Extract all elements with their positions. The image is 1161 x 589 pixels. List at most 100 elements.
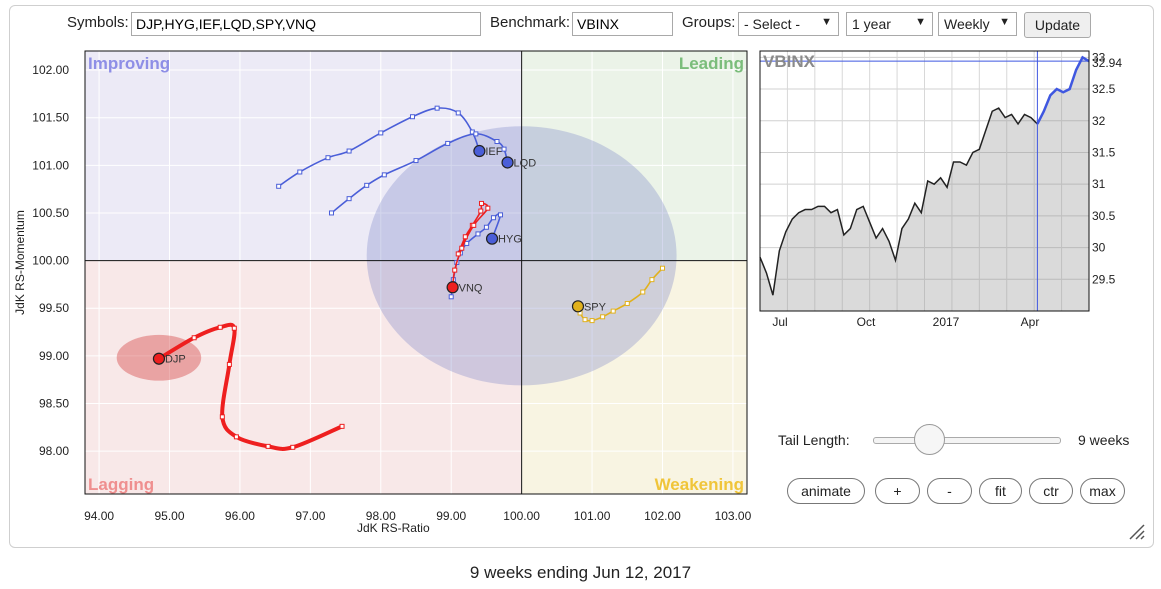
frequency-select[interactable]: Weekly ▼ [938, 12, 1017, 36]
hyg-head-point [485, 232, 499, 245]
zoom-in-button[interactable]: + [875, 478, 920, 504]
lqd-symbol-label: LQD [514, 157, 537, 169]
djp-symbol-label: DJP [165, 354, 186, 366]
vnq-tail-point [478, 208, 484, 214]
vnq-tail-point [459, 245, 465, 251]
lqd-head-point [501, 156, 514, 169]
ief-head-point [473, 144, 486, 158]
benchmark-y-tick-label: 29.5 [1092, 272, 1116, 286]
x-tick-label: 102.00 [644, 509, 681, 523]
benchmark-y-tick-label: 30 [1092, 241, 1106, 255]
benchmark-y-tick-label: 32 [1092, 114, 1106, 128]
lqd-tail-point [381, 172, 387, 178]
benchmark-y-tick-label: 30.5 [1092, 209, 1116, 223]
ief-tail-point [455, 110, 461, 116]
djp-tail-point [290, 444, 296, 450]
benchmark-x-tick-label: 2017 [933, 315, 960, 329]
djp-tail-point [339, 423, 345, 429]
vnq-tail-point [485, 205, 491, 211]
benchmark-price-line [759, 107, 1038, 296]
lqd-tail-point [501, 146, 507, 152]
spy-tail-point [640, 289, 646, 295]
max-button[interactable]: max [1080, 478, 1125, 504]
update-button[interactable]: Update [1024, 12, 1091, 38]
djp-tail-point [217, 324, 223, 330]
tail-length-label: Tail Length: [778, 432, 850, 448]
hyg-tail-point [448, 294, 454, 300]
djp-tail-point [265, 443, 271, 449]
leading-quadrant [521, 51, 747, 261]
djp-head-point [152, 352, 166, 365]
center-button[interactable]: ctr [1029, 478, 1073, 504]
benchmark-y-tick-label: 32.5 [1092, 82, 1116, 96]
spy-symbol-label: SPY [584, 301, 607, 313]
period-select[interactable]: 1 year ▼ [846, 12, 933, 36]
djp-tail-point [231, 325, 237, 331]
x-tick-label: 96.00 [225, 509, 255, 523]
djp-tail-line [157, 322, 343, 451]
djp-tail-point [219, 414, 225, 420]
hyg-tail-point [490, 215, 496, 221]
vnq-symbol-label: VNQ [459, 282, 483, 294]
y-tick-label: 99.50 [39, 301, 69, 315]
x-tick-label: 94.00 [84, 509, 114, 523]
x-tick-label: 98.00 [366, 509, 396, 523]
spy-tail-point [582, 317, 588, 323]
benchmark-x-tick-label: Apr [1021, 315, 1040, 329]
period-select-value: 1 year [852, 16, 891, 32]
quadrant-label-improving: Improving [88, 54, 170, 73]
djp-tail-point [233, 434, 239, 440]
spy-tail-point [659, 265, 665, 271]
x-tick-label: 97.00 [295, 509, 325, 523]
benchmark-area [760, 57, 1089, 312]
lqd-tail-line [330, 133, 509, 214]
benchmark-y-tick-label: 33 [1092, 50, 1106, 64]
benchmark-label: Benchmark: [490, 14, 571, 31]
animate-button[interactable]: animate [787, 478, 865, 504]
benchmark-x-tick-label: Oct [857, 315, 876, 329]
y-axis-title: JdK RS-Momentum [13, 210, 27, 315]
benchmark-y-tick-label: 31 [1092, 177, 1106, 191]
vnq-tail-point [452, 267, 458, 273]
benchmark-x-tick-label: Jul [772, 315, 787, 329]
chevron-down-icon: ▼ [821, 16, 832, 28]
quadrant-label-weakening: Weakening [655, 475, 744, 494]
lqd-tail-point [413, 158, 419, 164]
x-tick-label: 101.00 [574, 509, 611, 523]
ief-tail-point [378, 130, 384, 136]
ief-tail-line [278, 107, 481, 187]
x-tick-label: 99.00 [436, 509, 466, 523]
benchmark-plot-frame [759, 50, 1090, 312]
y-tick-label: 100.50 [32, 206, 69, 220]
djp-tail-point [226, 361, 232, 367]
ief-tail-point [276, 183, 282, 189]
vnq-head-point [446, 281, 459, 294]
groups-select[interactable]: - Select - ▼ [738, 12, 839, 36]
benchmark-input[interactable] [572, 12, 673, 36]
benchmark-y-tick-label: 31.5 [1092, 145, 1116, 159]
resize-grip-icon[interactable] [1128, 523, 1146, 541]
vnq-tail-line [451, 202, 489, 288]
y-tick-label: 98.00 [39, 444, 69, 458]
lqd-tail-point [364, 182, 370, 188]
y-tick-label: 100.00 [32, 254, 69, 268]
symbols-label: Symbols: [67, 14, 129, 31]
ief-tail-point [346, 148, 352, 154]
tail-length-slider-track[interactable] [873, 437, 1061, 444]
tail-length-slider-handle[interactable] [913, 424, 945, 455]
vnq-tail-point [478, 200, 484, 206]
djp-tail-point [191, 335, 197, 341]
hyg-tail-point [498, 212, 504, 218]
symbols-input[interactable] [131, 12, 481, 36]
y-tick-label: 101.50 [32, 111, 69, 125]
x-axis-title: JdK RS-Ratio [357, 521, 430, 535]
frequency-select-value: Weekly [944, 16, 990, 32]
zoom-out-button[interactable]: - [927, 478, 972, 504]
chevron-down-icon: ▼ [999, 16, 1010, 28]
spy-tail-point [624, 300, 630, 306]
y-tick-label: 102.00 [32, 63, 69, 77]
improving-quadrant [85, 51, 522, 261]
fit-button[interactable]: fit [979, 478, 1022, 504]
hyg-symbol-label: HYG [498, 234, 522, 246]
benchmark-last-value-label: 32.94 [1092, 56, 1122, 70]
